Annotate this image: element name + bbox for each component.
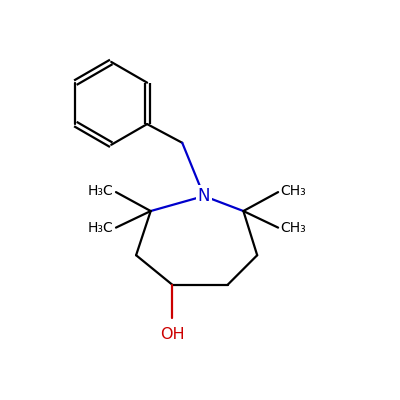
Text: CH₃: CH₃ (280, 222, 306, 235)
Text: H₃C: H₃C (88, 222, 114, 235)
Text: H₃C: H₃C (88, 184, 114, 198)
Text: N: N (198, 187, 210, 205)
Text: CH₃: CH₃ (280, 184, 306, 198)
Text: OH: OH (160, 327, 185, 342)
